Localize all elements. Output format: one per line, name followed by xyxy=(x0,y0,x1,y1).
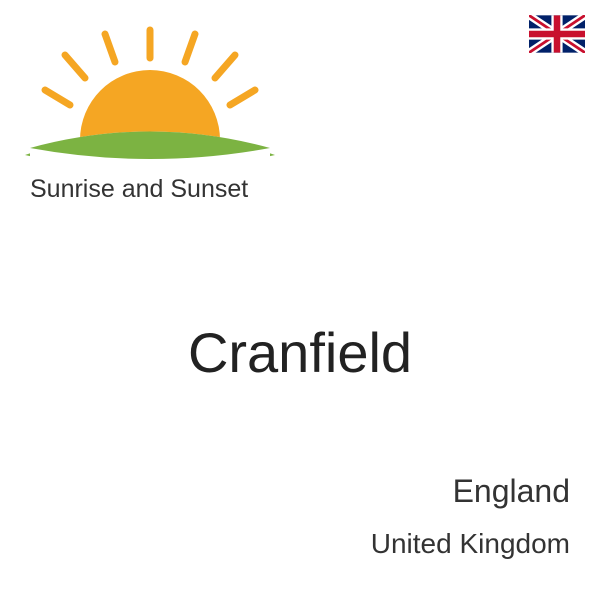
union-jack-icon xyxy=(529,15,585,53)
city-title: Cranfield xyxy=(0,320,600,385)
country-label: United Kingdom xyxy=(371,528,570,560)
sunrise-logo xyxy=(10,20,290,200)
uk-flag-icon xyxy=(529,15,585,53)
region-label: England xyxy=(453,473,570,510)
tagline-text: Sunrise and Sunset xyxy=(30,175,248,204)
sunrise-icon xyxy=(10,20,290,200)
